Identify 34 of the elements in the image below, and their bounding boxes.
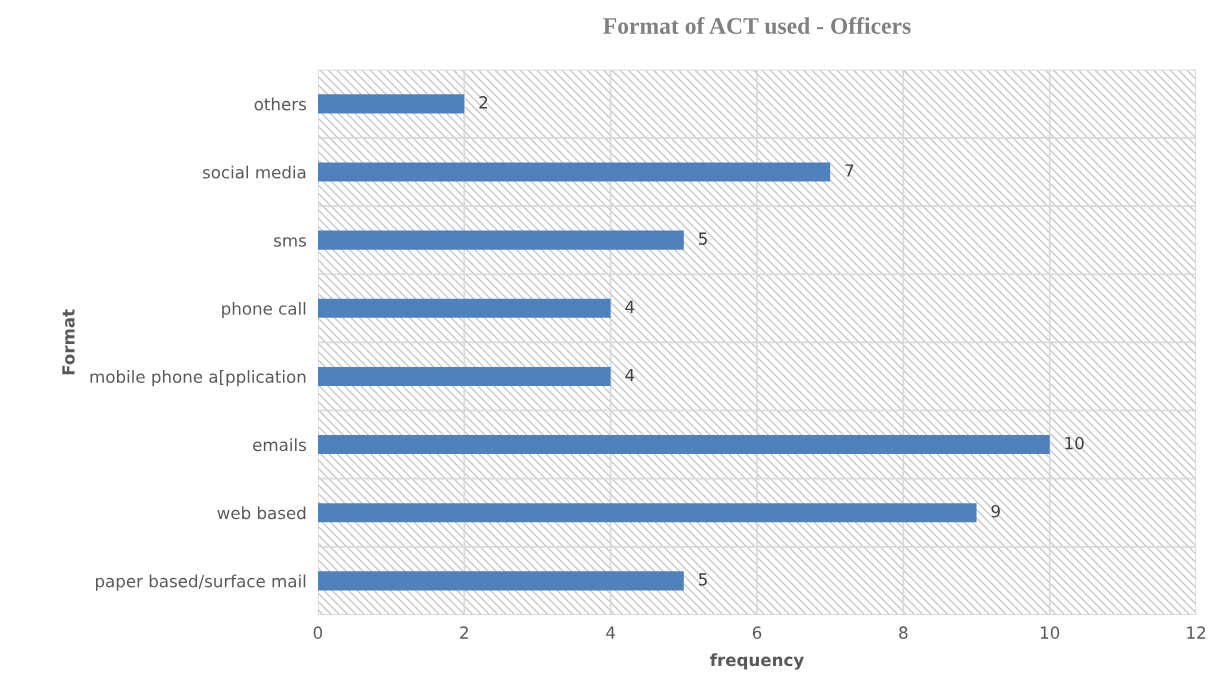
y-tick-label: emails [253, 438, 306, 452]
bar [317, 94, 465, 114]
y-axis-title: Format [62, 309, 75, 375]
x-tick-label: 2 [460, 626, 468, 639]
bar [317, 435, 1050, 455]
x-tick-label: 0 [313, 626, 323, 639]
y-tick-label: social media [202, 165, 306, 179]
x-tick-label: 8 [899, 626, 908, 639]
bar [317, 298, 611, 318]
x-tick-label: 4 [606, 626, 615, 639]
data-label: 10 [1065, 436, 1084, 450]
bar [317, 571, 684, 591]
y-tick-label: paper based/surface mail [95, 574, 306, 591]
bar [317, 162, 831, 182]
x-tick-label: 12 [1187, 626, 1206, 639]
data-label: 9 [991, 504, 1000, 518]
data-label: 7 [845, 164, 854, 177]
data-label: 4 [625, 368, 635, 382]
bar [317, 503, 977, 523]
bar [317, 366, 611, 386]
y-tick-label: mobile phone a[pplication [90, 370, 306, 387]
x-tick-label: 10 [1040, 626, 1060, 639]
data-label: 5 [698, 573, 707, 586]
y-tick-label: sms [274, 237, 306, 247]
x-tick-label: 6 [752, 626, 762, 639]
y-tick-label: others [254, 97, 306, 111]
bar [317, 230, 684, 250]
y-tick-label: web based [217, 506, 306, 520]
y-tick-label: phone call [222, 301, 306, 319]
chart-title: Format of ACT used - Officers [603, 17, 911, 34]
data-label: 2 [479, 96, 488, 109]
data-label: 5 [698, 232, 707, 245]
x-axis-title: frequency [710, 653, 804, 670]
data-label: 4 [625, 300, 635, 313]
